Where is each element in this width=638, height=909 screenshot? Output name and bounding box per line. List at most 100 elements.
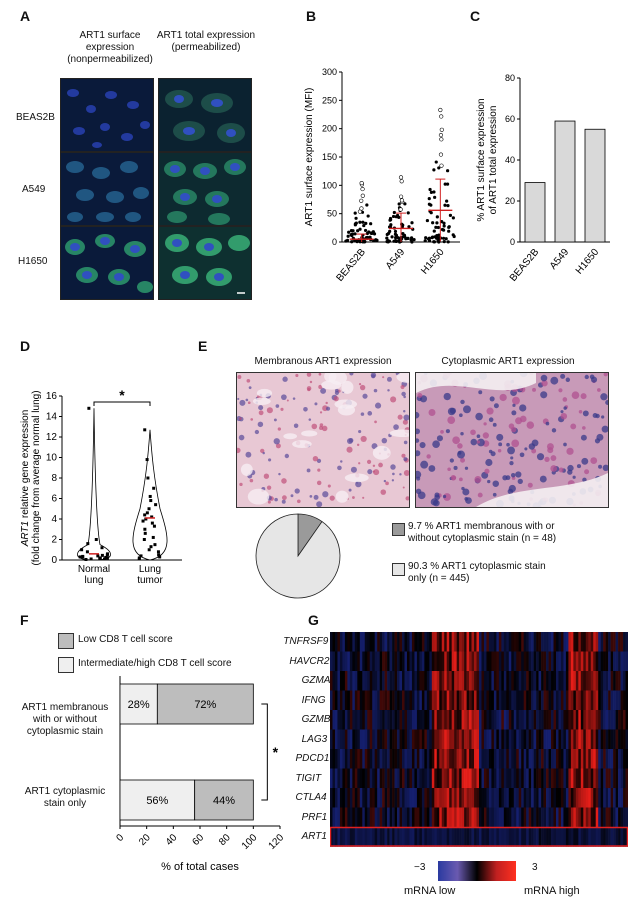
- heatmap-cell: [516, 749, 520, 769]
- tissue-cell: [405, 496, 409, 501]
- tissue-cell: [296, 499, 301, 504]
- tissue-cell: [294, 488, 300, 494]
- heatmap-cell: [543, 788, 547, 808]
- heatmap-cell: [451, 729, 455, 750]
- data-point: [428, 187, 432, 192]
- heatmap-cell: [394, 690, 398, 711]
- gene-label-prf1: PRF1: [301, 811, 328, 823]
- tissue-cell: [493, 403, 499, 409]
- heatmap-cell: [481, 632, 485, 652]
- heatmap-cell: [493, 651, 497, 672]
- data-point: [154, 503, 158, 507]
- heatmap-cell: [339, 632, 343, 652]
- tissue-cell: [254, 429, 260, 435]
- heatmap-cell: [387, 710, 390, 730]
- heatmap-cell: [618, 788, 621, 808]
- significance-bracket: [93, 401, 151, 406]
- heatmap-cell: [546, 807, 549, 828]
- tissue-cell: [319, 411, 323, 414]
- data-point: [143, 527, 147, 531]
- heatmap-cell: [426, 651, 430, 672]
- heatmap-cell: [444, 788, 448, 808]
- heatmap-cell: [441, 651, 445, 672]
- x-tick-label: H1650: [574, 247, 602, 277]
- heatmap-cell: [476, 807, 480, 828]
- heatmap-cell: [513, 690, 517, 711]
- heatmap-cell: [491, 729, 495, 750]
- heatmap-cell: [580, 749, 584, 769]
- heatmap-cell: [558, 768, 562, 789]
- heatmap-cell: [454, 632, 457, 652]
- tissue-cell: [592, 413, 598, 418]
- tissue-cell: [540, 391, 548, 399]
- heatmap-cell: [367, 632, 371, 652]
- heatmap-cell: [570, 651, 574, 672]
- heatmap-cell: [466, 827, 470, 847]
- heatmap-cell: [595, 651, 599, 672]
- heatmap-cell: [516, 651, 520, 672]
- pie-slice: [255, 513, 341, 599]
- heatmap-cell: [424, 768, 428, 789]
- heatmap-cell: [553, 807, 557, 828]
- heatmap-cell: [546, 651, 549, 672]
- heatmap-cell: [372, 807, 375, 828]
- heatmap-cell: [610, 651, 614, 672]
- heatmap-cell: [451, 710, 455, 730]
- heatmap-cell: [382, 710, 385, 730]
- tissue-cell: [286, 399, 289, 402]
- heatmap-cell: [555, 749, 559, 769]
- tissue-cell: [576, 464, 582, 469]
- data-point: [137, 557, 141, 561]
- heatmap-cell: [518, 807, 522, 828]
- heatmap-cell: [339, 729, 343, 750]
- heatmap-cell: [404, 651, 408, 672]
- heatmap-cell: [488, 827, 492, 847]
- tissue-cell: [245, 451, 252, 458]
- gene-label-tnfrsf9: TNFRSF9: [283, 636, 329, 647]
- tissue-cell: [373, 388, 378, 393]
- heatmap-cell: [551, 651, 554, 672]
- heatmap-cell: [464, 632, 467, 652]
- heatmap-cell: [595, 671, 599, 691]
- heatmap-cell: [330, 710, 333, 730]
- heatmap-cell: [526, 710, 529, 730]
- heatmap-cell: [431, 827, 435, 847]
- data-point: [362, 223, 366, 228]
- data-point: [441, 236, 446, 240]
- data-point: [365, 231, 369, 236]
- tissue-cell: [492, 492, 497, 497]
- data-point: [142, 538, 146, 541]
- heatmap-cell: [488, 768, 492, 789]
- data-point: [447, 225, 451, 229]
- heatmap-cell: [464, 690, 467, 711]
- tissue-lumen: [301, 430, 318, 437]
- heatmap-cell: [449, 632, 452, 652]
- tissue-cell: [318, 373, 322, 376]
- heatmap-cell: [389, 651, 393, 672]
- data-point: [436, 225, 440, 230]
- heatmap-cell: [488, 690, 492, 711]
- heatmap-cell: [466, 671, 470, 691]
- tissue-cell: [440, 430, 444, 434]
- heatmap-cell: [521, 827, 524, 847]
- x-tick-label: A549: [384, 247, 408, 272]
- heatmap-cell: [613, 788, 616, 808]
- tissue-cell: [306, 373, 312, 377]
- data-point: [100, 553, 104, 557]
- heatmap-cell: [374, 768, 378, 789]
- heatmap-cell: [334, 827, 338, 847]
- heatmap-cell: [513, 710, 517, 730]
- heatmap-cell: [551, 729, 554, 750]
- heatmap-cell: [354, 788, 358, 808]
- data-point: [388, 218, 392, 222]
- y-axis-label: of ART1 total expression: [488, 106, 499, 215]
- data-point: [353, 239, 357, 243]
- data-point: [390, 235, 394, 239]
- heatmap-cell: [416, 788, 420, 808]
- heatmap-cell: [578, 827, 582, 847]
- heatmap-cell: [367, 768, 371, 789]
- heatmap-cell: [498, 632, 502, 652]
- heatmap-cell: [541, 788, 544, 808]
- heatmap-cell: [625, 690, 628, 711]
- heatmap-cell: [593, 632, 597, 652]
